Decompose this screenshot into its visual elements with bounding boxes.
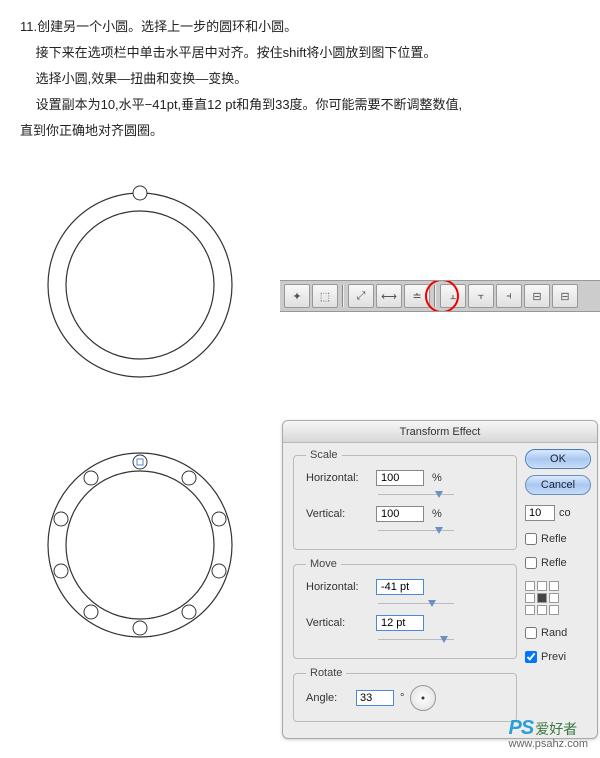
scale-v-unit: %: [432, 508, 442, 520]
instr-line4: 设置副本为10,水平−41pt,垂直12 pt和角到33度。你可能需要不断调整数…: [20, 92, 580, 118]
scale-legend: Scale: [306, 449, 342, 461]
scale-v-slider[interactable]: [378, 527, 502, 535]
toolbar-divider: [342, 285, 344, 307]
transform-effect-dialog: Transform Effect Scale Horizontal: % Ver…: [282, 420, 598, 739]
instr-line1: 11.创建另一个小圆。选择上一步的圆环和小圆。: [20, 14, 580, 40]
reflect-x-label: Refle: [541, 533, 567, 545]
copies-unit: co: [559, 507, 571, 519]
toolbar-divider: [434, 285, 436, 307]
toolbar-btn-1[interactable]: ✦: [284, 284, 310, 308]
preview-check[interactable]: [525, 651, 537, 663]
reflect-x-check[interactable]: [525, 533, 537, 545]
align-toolbar: ✦ ⬚ ⤢ ⟷ ≐ ⫠ ⫟ ⫞ ⊟ ⊟: [280, 280, 600, 312]
angle-label: Angle:: [306, 692, 350, 704]
toolbar-btn-9[interactable]: ⊟: [524, 284, 550, 308]
scale-h-unit: %: [432, 472, 442, 484]
toolbar-btn-7[interactable]: ⫟: [468, 284, 494, 308]
move-legend: Move: [306, 558, 341, 570]
instruction-block: 11.创建另一个小圆。选择上一步的圆环和小圆。 接下来在选项栏中单击水平居中对齐…: [0, 0, 600, 144]
cancel-button[interactable]: Cancel: [525, 475, 591, 495]
scale-v-label: Vertical:: [306, 508, 376, 520]
instr-line3: 选择小圆,效果—扭曲和变换—变换。: [20, 66, 580, 92]
toolbar-btn-2[interactable]: ⬚: [312, 284, 338, 308]
move-h-input[interactable]: [376, 579, 424, 595]
figure-1-ring: [35, 180, 245, 390]
toolbar-btn-6[interactable]: ⫠: [440, 284, 466, 308]
reflect-y-label: Refle: [541, 557, 567, 569]
toolbar-btn-align-hcenter[interactable]: ≐: [404, 284, 430, 308]
angle-input[interactable]: [356, 690, 394, 706]
scale-h-label: Horizontal:: [306, 472, 376, 484]
angle-unit: °: [400, 692, 404, 704]
instr-line2: 接下来在选项栏中单击水平居中对齐。按住shift将小圆放到图下位置。: [20, 40, 580, 66]
rotate-legend: Rotate: [306, 667, 346, 679]
watermark: PS爱好者 www.psahz.com: [509, 717, 588, 750]
watermark-url: www.psahz.com: [509, 738, 588, 750]
toolbar-btn-4[interactable]: ⟷: [376, 284, 402, 308]
dialog-title: Transform Effect: [283, 421, 597, 443]
scale-fieldset: Scale Horizontal: % Vertical: %: [293, 449, 517, 550]
move-v-slider[interactable]: [378, 636, 502, 644]
move-h-slider[interactable]: [378, 600, 502, 608]
toolbar-btn-8[interactable]: ⫞: [496, 284, 522, 308]
move-v-label: Vertical:: [306, 617, 376, 629]
preview-label: Previ: [541, 651, 566, 663]
instr-line5: 直到你正确地对齐圆圈。: [20, 118, 580, 144]
watermark-text: 爱好者: [535, 721, 577, 737]
move-v-input[interactable]: [376, 615, 424, 631]
anchor-grid[interactable]: [525, 581, 591, 615]
random-check[interactable]: [525, 627, 537, 639]
toolbar-btn-3[interactable]: ⤢: [348, 284, 374, 308]
copies-input[interactable]: [525, 505, 555, 521]
ok-button[interactable]: OK: [525, 449, 591, 469]
random-label: Rand: [541, 627, 567, 639]
angle-dial[interactable]: [410, 685, 436, 711]
scale-h-slider[interactable]: [378, 491, 502, 499]
scale-v-input[interactable]: [376, 506, 424, 522]
scale-h-input[interactable]: [376, 470, 424, 486]
reflect-y-check[interactable]: [525, 557, 537, 569]
watermark-logo: PS: [509, 717, 534, 739]
toolbar-btn-10[interactable]: ⊟: [552, 284, 578, 308]
move-fieldset: Move Horizontal: Vertical:: [293, 558, 517, 659]
figure-2-ring: [35, 440, 245, 650]
rotate-fieldset: Rotate Angle: °: [293, 667, 517, 722]
move-h-label: Horizontal:: [306, 581, 376, 593]
